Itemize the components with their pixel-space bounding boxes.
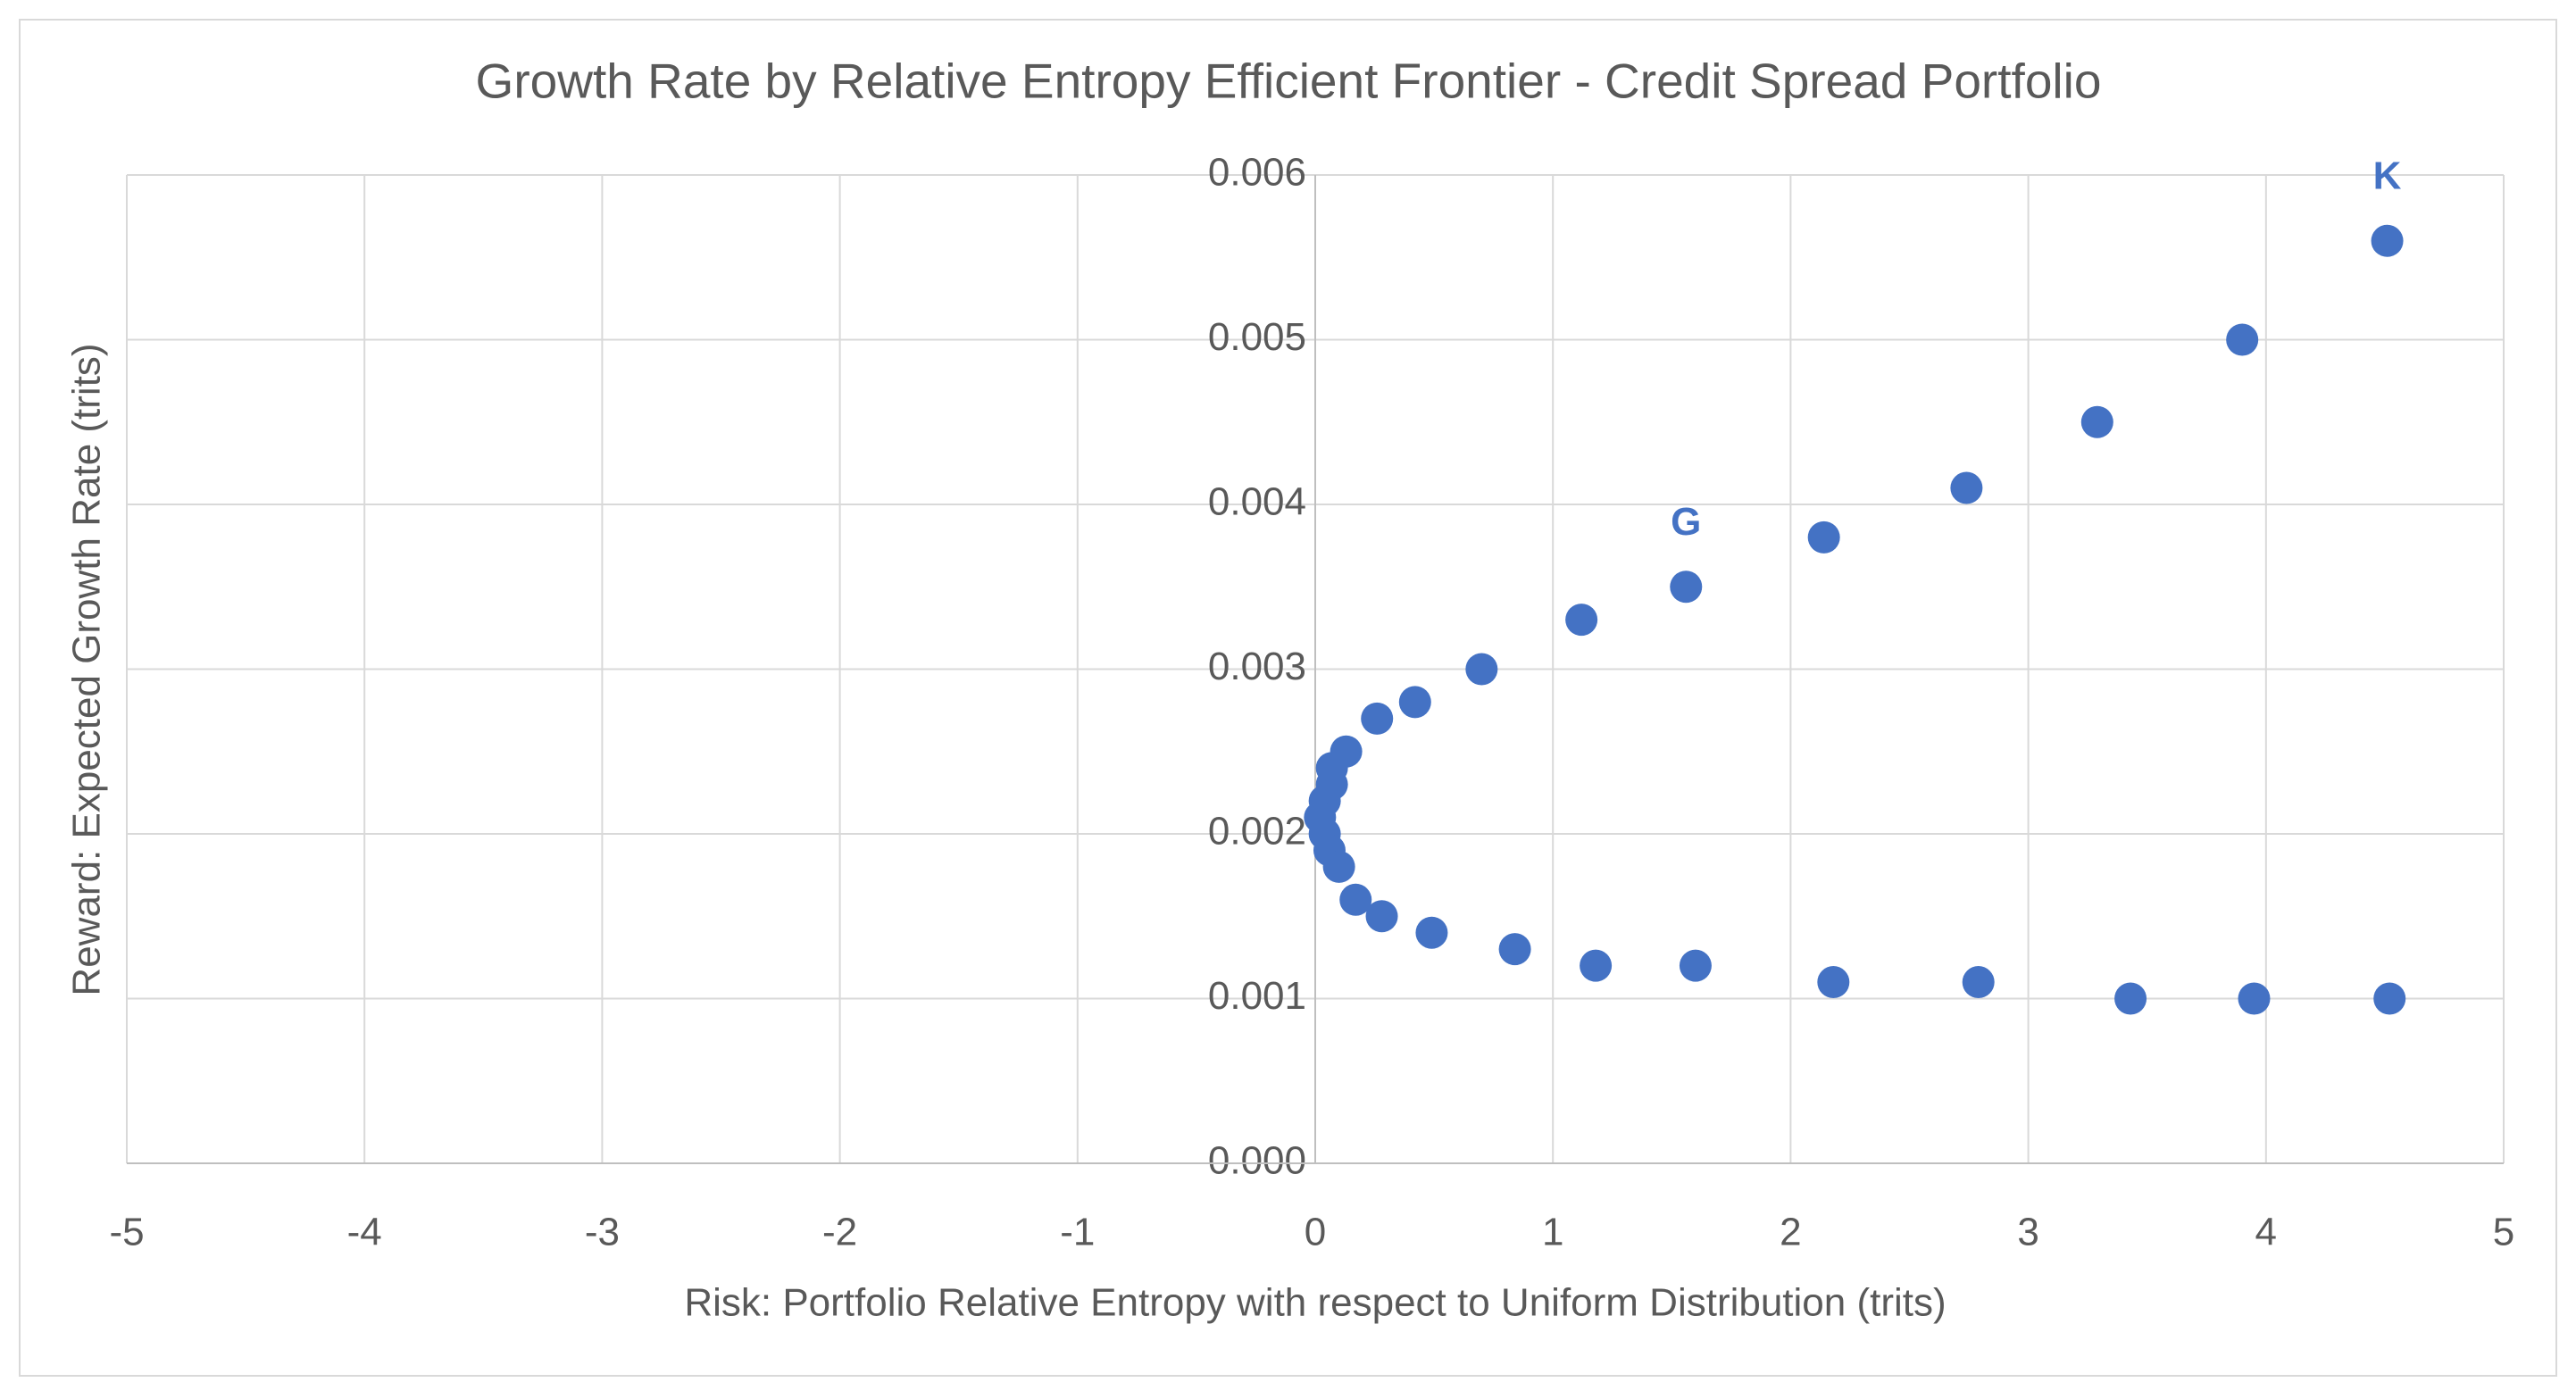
scatter-point [2371, 224, 2404, 257]
scatter-point [1465, 653, 1498, 686]
point-label: K [2373, 154, 2402, 197]
scatter-point [1398, 686, 1431, 719]
chart-border [19, 19, 2557, 1377]
scatter-point [2238, 982, 2271, 1015]
scatter-point [2080, 405, 2113, 438]
scatter-point [1322, 850, 1355, 883]
x-tick-label: 2 [1780, 1211, 1801, 1254]
scatter-point [1365, 900, 1398, 933]
x-tick-label: 1 [1542, 1211, 1563, 1254]
scatter-point [1950, 471, 1983, 504]
x-tick-label: 3 [2017, 1211, 2038, 1254]
y-tick-label: 0.002 [1208, 810, 1306, 854]
scatter-point [1670, 570, 1703, 604]
scatter-point [1580, 949, 1613, 982]
y-axis-title: Reward: Expected Growth Rate (trits) [65, 343, 109, 995]
y-tick-label: 0.003 [1208, 645, 1306, 688]
x-tick-label: -2 [822, 1211, 857, 1254]
scatter-point [2373, 982, 2406, 1015]
point-label: G [1671, 500, 1701, 544]
scatter-point [2226, 323, 2259, 356]
x-tick-label: 4 [2255, 1211, 2277, 1254]
scatter-point [1817, 966, 1850, 999]
y-tick-label: 0.000 [1208, 1139, 1306, 1183]
scatter-point [2114, 982, 2147, 1015]
y-tick-label: 0.005 [1208, 315, 1306, 359]
x-axis-title: Risk: Portfolio Relative Entropy with re… [684, 1281, 1946, 1325]
x-tick-label: -4 [347, 1211, 382, 1254]
scatter-point [1339, 883, 1372, 916]
scatter-point [1361, 702, 1394, 735]
x-tick-label: 5 [2493, 1211, 2514, 1254]
scatter-point [1565, 604, 1598, 637]
x-tick-label: -3 [585, 1211, 620, 1254]
x-tick-label: -5 [109, 1211, 144, 1254]
scatter-point [1679, 949, 1712, 982]
chart-title: Growth Rate by Relative Entropy Efficien… [476, 54, 2102, 109]
x-tick-label: 0 [1305, 1211, 1326, 1254]
scatter-point [1962, 966, 1995, 999]
x-tick-label: -1 [1060, 1211, 1095, 1254]
scatter-point [1415, 916, 1448, 949]
scatter-point [1498, 933, 1531, 966]
y-tick-label: 0.001 [1208, 974, 1306, 1018]
y-tick-label: 0.004 [1208, 480, 1306, 524]
y-tick-label: 0.006 [1208, 151, 1306, 195]
scatter-point [1807, 520, 1840, 554]
